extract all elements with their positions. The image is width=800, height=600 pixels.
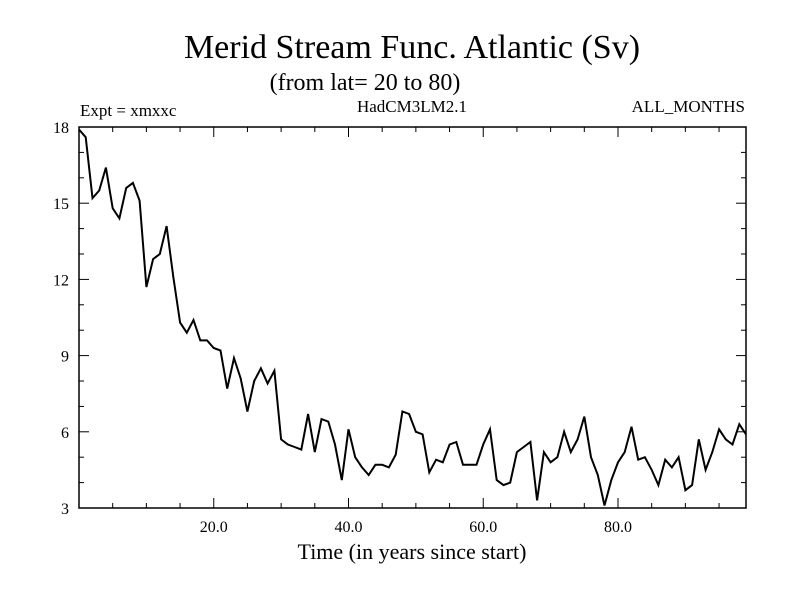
x-tick-label: 20.0 [200,519,228,536]
y-tick-label: 12 [53,272,69,289]
model-label: HadCM3LM2.1 [357,97,467,116]
x-axis-label: Time (in years since start) [298,539,527,564]
experiment-label: Expt = xmxxc [80,101,177,120]
axis-ticks [79,127,746,508]
series-layer [78,128,747,506]
months-label: ALL_MONTHS [632,97,745,116]
plot-frame [78,126,747,509]
y-tick-label: 3 [61,501,69,518]
x-tick-label: 40.0 [334,519,362,536]
y-tick-label: 6 [61,425,69,442]
y-tick-label: 15 [53,196,69,213]
chart-subtitle: (from lat= 20 to 80) [270,70,461,96]
y-tick-label: 18 [53,120,69,137]
x-tick-label: 60.0 [469,519,497,536]
y-tick-label: 9 [61,349,69,366]
axis-tick-labels: 20.0 40.0 60.0 80.0 3 6 9 12 15 18 [53,120,632,536]
chart-title: Merid Stream Func. Atlantic (Sv) [184,29,640,66]
x-tick-label: 80.0 [604,519,632,536]
series-line [78,128,747,506]
